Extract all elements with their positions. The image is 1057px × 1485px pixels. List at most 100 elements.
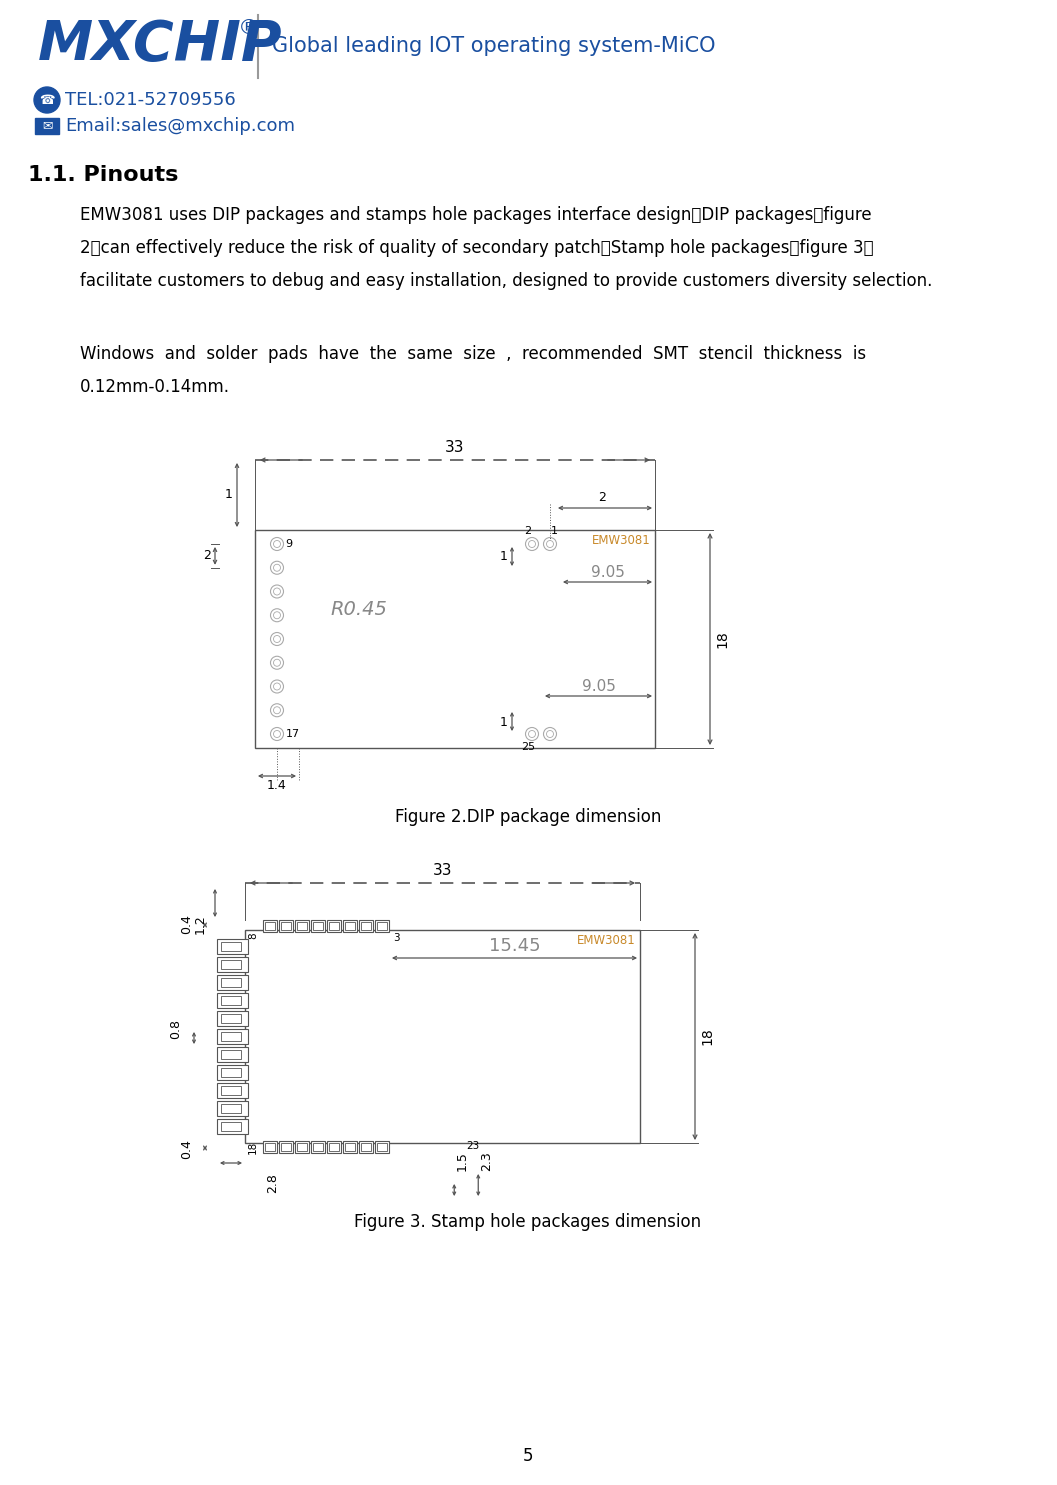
Text: 23: 23 <box>466 1140 480 1151</box>
Text: 5: 5 <box>523 1446 533 1466</box>
Bar <box>221 979 241 988</box>
Text: 8: 8 <box>248 933 258 939</box>
Bar <box>217 1047 248 1062</box>
Bar <box>279 921 293 933</box>
Bar <box>221 1123 241 1132</box>
Bar <box>263 1140 277 1152</box>
Bar <box>221 1103 241 1112</box>
Text: 33: 33 <box>432 863 452 878</box>
Bar <box>359 921 373 933</box>
Text: 15.45: 15.45 <box>488 937 540 955</box>
Bar <box>265 922 275 930</box>
Text: TEL:021-52709556: TEL:021-52709556 <box>64 91 236 108</box>
Bar <box>281 1143 291 1151</box>
Text: 2.3: 2.3 <box>480 1151 493 1170</box>
Bar <box>221 941 241 950</box>
Bar <box>221 1068 241 1077</box>
Bar <box>297 922 307 930</box>
Circle shape <box>271 585 283 598</box>
Circle shape <box>274 612 280 619</box>
Bar <box>281 922 291 930</box>
Text: EMW3081: EMW3081 <box>577 934 636 947</box>
Circle shape <box>271 609 283 622</box>
Text: 33: 33 <box>445 440 465 454</box>
Circle shape <box>543 538 556 551</box>
Text: 0.8: 0.8 <box>169 1019 182 1040</box>
Text: 9.05: 9.05 <box>581 679 615 693</box>
Text: 9: 9 <box>285 539 293 549</box>
Text: 2: 2 <box>203 549 211 563</box>
Bar <box>361 922 371 930</box>
Bar <box>217 1029 248 1044</box>
Bar <box>344 921 357 933</box>
Bar <box>329 922 339 930</box>
Bar <box>345 922 355 930</box>
Text: MXCHIP: MXCHIP <box>38 18 282 71</box>
Bar <box>217 993 248 1008</box>
Text: Figure 3. Stamp hole packages dimension: Figure 3. Stamp hole packages dimension <box>354 1213 702 1231</box>
Text: ☎: ☎ <box>39 94 55 107</box>
Bar <box>217 956 248 973</box>
Circle shape <box>528 541 536 548</box>
Text: 1.4: 1.4 <box>267 780 286 792</box>
Bar <box>265 1143 275 1151</box>
Bar <box>221 959 241 970</box>
Circle shape <box>274 636 280 643</box>
Circle shape <box>271 704 283 717</box>
Circle shape <box>274 731 280 738</box>
Bar <box>327 1140 341 1152</box>
Bar <box>311 921 324 933</box>
Bar <box>375 1140 389 1152</box>
Text: R0.45: R0.45 <box>330 600 387 619</box>
Bar <box>221 1086 241 1094</box>
Text: 1: 1 <box>500 716 508 729</box>
Bar <box>313 1143 323 1151</box>
Text: Windows  and  solder  pads  have  the  same  size  ,  recommended  SMT  stencil : Windows and solder pads have the same si… <box>80 345 866 362</box>
Text: facilitate customers to debug and easy installation, designed to provide custome: facilitate customers to debug and easy i… <box>80 272 932 290</box>
Text: 18: 18 <box>715 630 729 647</box>
Bar <box>359 1140 373 1152</box>
Bar <box>217 1100 248 1117</box>
Bar <box>344 1140 357 1152</box>
Circle shape <box>34 88 60 113</box>
Text: 1: 1 <box>500 549 508 563</box>
Text: 25: 25 <box>521 742 535 753</box>
Text: Figure 2.DIP package dimension: Figure 2.DIP package dimension <box>395 808 662 826</box>
Bar <box>361 1143 371 1151</box>
Bar <box>255 530 655 748</box>
Circle shape <box>271 561 283 575</box>
Bar <box>35 117 59 134</box>
Text: 2: 2 <box>598 492 607 503</box>
Text: 9.05: 9.05 <box>591 564 625 581</box>
Text: 1.1. Pinouts: 1.1. Pinouts <box>27 165 179 186</box>
Text: Email:sales@mxchip.com: Email:sales@mxchip.com <box>64 117 295 135</box>
Bar <box>297 1143 307 1151</box>
Bar <box>221 996 241 1005</box>
Circle shape <box>274 659 280 667</box>
Text: 0.12mm-0.14mm.: 0.12mm-0.14mm. <box>80 379 230 396</box>
Circle shape <box>528 731 536 738</box>
Bar <box>279 1140 293 1152</box>
Text: 2.8: 2.8 <box>266 1173 279 1192</box>
Bar <box>295 921 309 933</box>
Text: 0.4: 0.4 <box>180 1139 193 1158</box>
Circle shape <box>274 588 280 595</box>
Circle shape <box>271 728 283 741</box>
Text: EMW3081 uses DIP packages and stamps hole packages interface design，DIP packages: EMW3081 uses DIP packages and stamps hol… <box>80 206 872 224</box>
Text: 1: 1 <box>551 526 557 536</box>
Circle shape <box>271 656 283 670</box>
Circle shape <box>271 680 283 693</box>
Text: 1.5: 1.5 <box>456 1151 468 1170</box>
Circle shape <box>274 707 280 714</box>
Text: ✉: ✉ <box>41 119 52 132</box>
Circle shape <box>271 538 283 551</box>
Bar <box>295 1140 309 1152</box>
Circle shape <box>271 633 283 646</box>
Text: 17: 17 <box>285 729 299 740</box>
Bar <box>263 921 277 933</box>
Bar <box>221 1032 241 1041</box>
Bar <box>217 939 248 953</box>
Circle shape <box>546 731 554 738</box>
Bar <box>217 976 248 990</box>
Circle shape <box>525 728 538 741</box>
